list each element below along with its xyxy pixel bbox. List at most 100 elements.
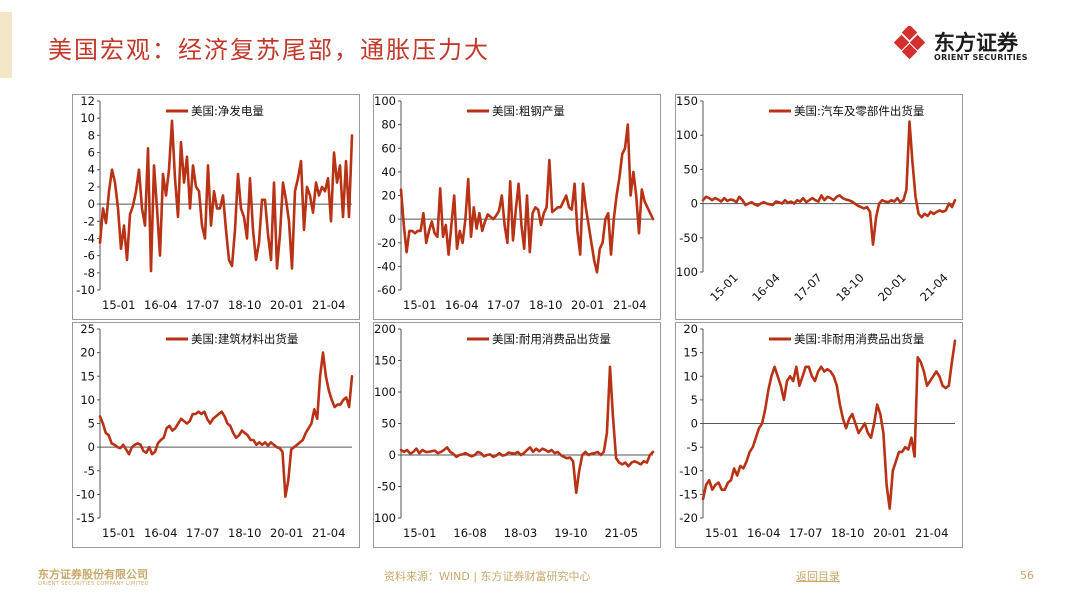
y-tick-label: 20 <box>80 346 95 360</box>
x-tick-label: 17-07 <box>487 298 520 312</box>
back-to-contents-link[interactable]: 返回目录 <box>796 570 840 583</box>
x-tick-label: 18-03 <box>504 526 537 540</box>
company-logo: 东方证券 ORIENT SECURITIES <box>894 26 1044 66</box>
x-tick-label: 21-04 <box>915 526 948 540</box>
chart-svg: -15 -10 -5 0 5 10 15 20 25 15-01 16-04 17-07 18-10 20… <box>72 322 360 548</box>
chart-construction-materials-shipments: -15 -10 -5 0 5 10 15 20 25 15-01 16-04 17-07 18-10 20… <box>72 322 360 548</box>
y-tick-label: 0 <box>88 197 95 211</box>
y-tick-label: -4 <box>84 231 95 245</box>
x-tick-label: 16-04 <box>445 298 478 312</box>
x-tick-label: 15-01 <box>102 526 135 540</box>
x-tick-label: 16-04 <box>144 298 177 312</box>
y-tick-label: 100 <box>374 385 396 399</box>
legend-label: 美国:净发电量 <box>191 104 264 118</box>
x-tick-label: 21-04 <box>613 298 646 312</box>
y-tick-label: 0 <box>691 417 698 431</box>
y-tick-label: 200 <box>374 322 396 336</box>
y-tick-label: 4 <box>88 163 95 177</box>
x-tick-label: 21-05 <box>605 526 638 540</box>
series-line <box>98 119 354 273</box>
x-tick-label: 18-10 <box>228 526 261 540</box>
y-tick-label: -40 <box>377 259 396 273</box>
y-tick-label: -15 <box>679 487 698 501</box>
y-tick-label: 100 <box>676 128 698 142</box>
y-tick-label: 0 <box>691 197 698 211</box>
legend-label: 美国:粗钢产量 <box>492 104 565 118</box>
y-tick-label: 2 <box>88 180 95 194</box>
y-tick-label: 150 <box>374 354 396 368</box>
logo-english-name: ORIENT SECURITIES <box>934 53 1028 62</box>
chart-nondurable-goods-shipments: -20 -15 -10 -5 0 5 10 15 20 15-01 16-04 17-07 18-10 2… <box>675 322 963 548</box>
y-tick-label: 15 <box>683 346 698 360</box>
y-tick-label: 10 <box>683 369 698 383</box>
x-tick-label: 15-01 <box>102 298 135 312</box>
slide-title: 美国宏观：经济复苏尾部，通胀压力大 <box>48 36 490 64</box>
legend-label: 美国:汽车及零部件出货量 <box>794 104 924 118</box>
y-tick-label: 100 <box>374 94 396 108</box>
legend-label: 美国:建筑材料出货量 <box>191 332 298 346</box>
x-tick-label: 21-04 <box>312 298 345 312</box>
x-tick-label: 16-08 <box>453 526 486 540</box>
y-tick-label: 25 <box>80 322 95 336</box>
y-tick-label: -8 <box>84 266 95 280</box>
y-tick-label: 50 <box>381 417 396 431</box>
y-tick-label: 8 <box>88 128 95 142</box>
logo-name: 东方证券 <box>934 31 1018 55</box>
y-tick-label: -20 <box>679 511 698 525</box>
y-tick-label: -5 <box>687 440 698 454</box>
x-tick-label: 21-04 <box>312 526 345 540</box>
x-tick-label: 18-10 <box>831 526 864 540</box>
y-tick-label: -10 <box>679 464 698 478</box>
x-tick-label: 20-01 <box>270 298 303 312</box>
chart-frame <box>72 322 360 548</box>
y-tick-label: -50 <box>377 480 396 494</box>
y-tick-label: 80 <box>381 118 396 132</box>
y-tick-label: 150 <box>676 94 698 108</box>
y-tick-label: 60 <box>381 141 396 155</box>
footer-source: 资料来源：WIND | 东方证券财富研究中心 <box>384 570 591 583</box>
y-tick-label: 0 <box>88 440 95 454</box>
y-tick-label: -2 <box>84 214 95 228</box>
x-tick-label: 16-04 <box>144 526 177 540</box>
y-tick-label: 0 <box>389 212 396 226</box>
y-tick-label: -60 <box>377 283 396 297</box>
chart-durable-goods-shipments: -100 -50 0 50 100 150 200 15-01 16-08 18-03 19-10 2… <box>373 322 661 548</box>
y-tick-label: 5 <box>88 417 95 431</box>
accent-bar <box>0 12 12 78</box>
footer-company-english: ORIENT SECURITIES COMPANY LIMITED <box>38 581 149 587</box>
x-tick-label: 20-01 <box>873 526 906 540</box>
x-tick-label: 17-07 <box>186 526 219 540</box>
x-tick-label: 19-10 <box>554 526 587 540</box>
x-tick-label: 15-01 <box>403 298 436 312</box>
chart-net-electricity-generation: -10 -8 -6 -4 -2 0 2 4 6 8 10 12 15-01 16-04 17-07 18-10… <box>72 94 360 320</box>
y-tick-label: 6 <box>88 146 95 160</box>
chart-frame <box>373 322 661 548</box>
y-tick-label: 5 <box>691 393 698 407</box>
y-tick-label: -100 <box>373 511 396 525</box>
y-tick-label: 20 <box>683 322 698 336</box>
y-tick-label: 0 <box>389 448 396 462</box>
page-number: 56 <box>1020 569 1034 582</box>
y-tick-label: -10 <box>76 283 95 297</box>
x-tick-label: 20-01 <box>270 526 303 540</box>
series-line <box>98 351 354 498</box>
series-line <box>701 339 957 510</box>
y-tick-label: 15 <box>80 369 95 383</box>
y-tick-label: -50 <box>679 231 698 245</box>
y-tick-label: 40 <box>381 165 396 179</box>
x-tick-label: 15-01 <box>403 526 436 540</box>
chart-svg: -100 -50 0 50 100 150 200 15-01 16-08 18-03 19-10 2… <box>373 322 661 548</box>
chart-svg: -20 -15 -10 -5 0 5 10 15 20 15-01 16-04 17-07 18-10 2… <box>675 322 963 548</box>
y-tick-label: 20 <box>381 189 396 203</box>
chart-crude-steel-production: -60 -40 -20 0 20 40 60 80 100 15-01 16-04 17-07 18-1… <box>373 94 661 320</box>
series-line <box>399 365 655 495</box>
legend-label: 美国:耐用消费品出货量 <box>492 332 611 346</box>
series-line <box>701 120 957 246</box>
logo-mark-icon <box>894 26 926 60</box>
y-tick-label: 10 <box>80 393 95 407</box>
x-tick-label: 15-01 <box>705 526 738 540</box>
x-tick-label: 17-07 <box>789 526 822 540</box>
y-tick-label: -100 <box>675 265 698 279</box>
y-tick-label: -20 <box>377 236 396 250</box>
y-tick-label: -15 <box>76 511 95 525</box>
